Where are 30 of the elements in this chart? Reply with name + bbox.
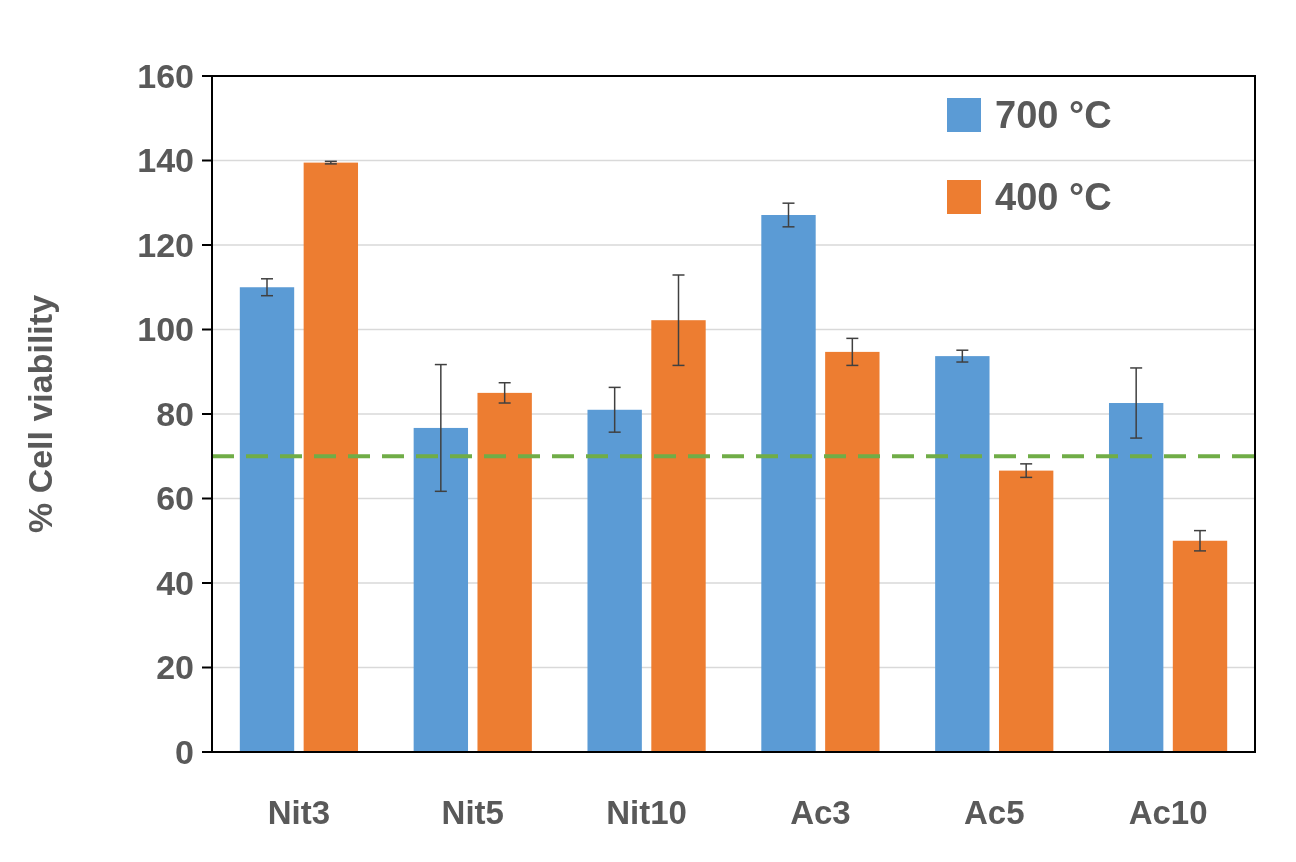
- y-tick-label: 120: [137, 225, 194, 264]
- bar: [651, 320, 706, 752]
- y-tick-label: 60: [156, 479, 194, 518]
- y-tick-label: 160: [137, 56, 194, 95]
- x-tick-label: Nit3: [267, 794, 331, 831]
- bar: [761, 215, 816, 752]
- bar: [477, 392, 532, 752]
- bar: [239, 287, 295, 752]
- bar: [935, 356, 990, 752]
- y-tick-label: 80: [156, 394, 194, 433]
- bar: [825, 351, 880, 752]
- bar: [1172, 540, 1228, 752]
- x-tick-label: Ac10: [1128, 794, 1208, 831]
- y-tick-label: 140: [137, 141, 194, 180]
- legend-label: 400 °C: [995, 176, 1112, 218]
- bar: [303, 162, 359, 752]
- bar: [998, 470, 1054, 752]
- y-axis-title: % Cell viability: [21, 294, 59, 534]
- x-tick-label: Nit10: [606, 794, 687, 831]
- y-tick-label: 0: [175, 732, 194, 771]
- y-tick-label: 100: [137, 310, 194, 349]
- legend-label: 700 °C: [995, 94, 1112, 136]
- bar: [1108, 403, 1164, 752]
- bar: [413, 427, 469, 752]
- bar: [587, 409, 642, 752]
- x-tick-label: Ac3: [790, 794, 851, 831]
- x-tick-label: Ac5: [963, 794, 1025, 831]
- x-tick-label: Nit5: [441, 794, 504, 831]
- y-tick-label: 20: [156, 648, 194, 687]
- y-tick-label: 40: [156, 563, 194, 602]
